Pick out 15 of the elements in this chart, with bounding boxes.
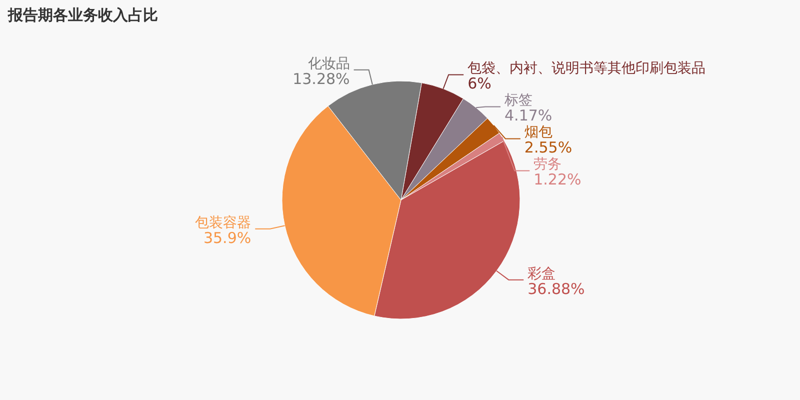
slice-label: 劳务 <box>534 156 562 173</box>
data-label: 1.22% <box>534 170 582 189</box>
data-label: 35.9% <box>203 228 252 247</box>
slice-label: 化妆品 <box>308 56 350 72</box>
slice-label: 标签 <box>504 92 533 109</box>
chart-title: 报告期各业务收入占比 <box>7 6 158 24</box>
slice-label: 包袋、内衬、说明书等其他印刷包装品 <box>468 60 706 77</box>
data-label: 13.28% <box>292 70 350 88</box>
slice-label: 包装容器 <box>195 214 252 231</box>
slice-label: 烟包 <box>524 124 552 141</box>
data-label: 2.55% <box>524 138 572 157</box>
data-label: 36.88% <box>528 280 585 298</box>
data-label: 6% <box>468 74 492 93</box>
data-label: 4.17% <box>504 106 552 125</box>
slice-label: 彩盒 <box>528 266 556 282</box>
